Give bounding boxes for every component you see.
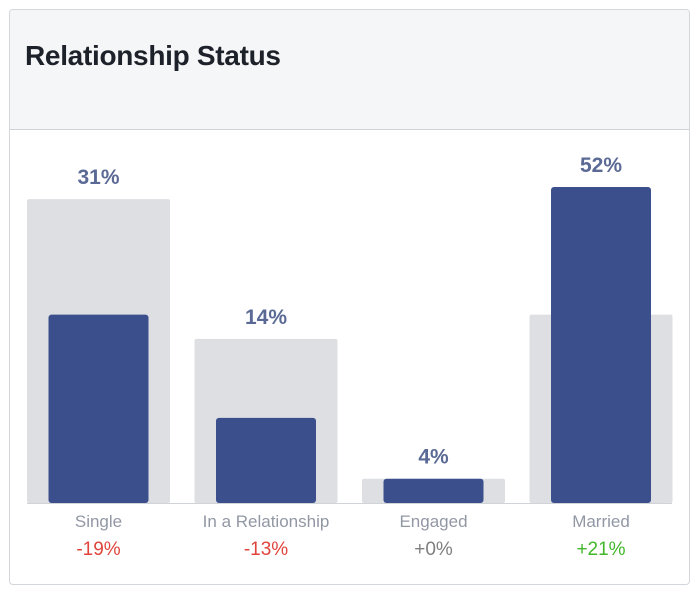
bar-2: [383, 478, 484, 503]
category-label-0: Single: [75, 512, 122, 531]
delta-label-1: -13%: [244, 539, 288, 560]
category-label-1: In a Relationship: [203, 512, 330, 531]
bar-0: [48, 314, 149, 503]
delta-label-0: -19%: [76, 539, 120, 560]
category-label-3: Married: [572, 512, 630, 531]
delta-label-3: +21%: [576, 539, 625, 560]
bar-1: [216, 417, 316, 503]
value-label-1: 14%: [245, 306, 287, 329]
value-label-2: 4%: [418, 446, 449, 469]
value-label-3: 52%: [580, 154, 622, 177]
bar-3: [551, 187, 651, 503]
value-label-0: 31%: [77, 166, 119, 189]
delta-label-2: +0%: [414, 539, 453, 560]
card-title: Relationship Status: [25, 40, 281, 71]
category-label-2: Engaged: [399, 512, 467, 531]
card-header: Relationship Status: [10, 10, 689, 130]
